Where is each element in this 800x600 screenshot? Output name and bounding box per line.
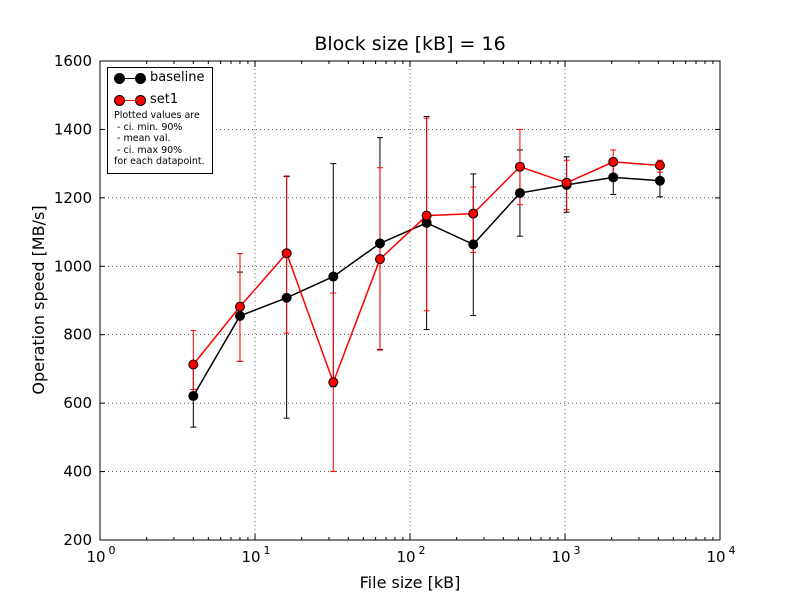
- y-tick-label: 600: [63, 394, 92, 412]
- data-point-set1: [468, 208, 479, 219]
- y-tick-label: 200: [63, 531, 92, 549]
- legend-line-set1: [114, 100, 146, 101]
- legend-marker-baseline: [135, 73, 146, 84]
- data-point-set1: [608, 156, 619, 167]
- x-tick-label: 10: [241, 548, 260, 566]
- data-point-baseline: [281, 292, 292, 303]
- x-tick-label-exponent: 2: [419, 544, 426, 557]
- data-point-set1: [561, 177, 572, 188]
- legend-item-baseline: baseline: [108, 69, 212, 89]
- x-tick-label: 10: [86, 548, 105, 566]
- data-point-baseline: [328, 271, 339, 282]
- data-point-set1: [654, 160, 665, 171]
- data-point-baseline: [234, 310, 245, 321]
- legend-marker-set1: [114, 95, 125, 106]
- x-tick-label-exponent: 4: [729, 544, 736, 557]
- data-point-baseline: [374, 238, 385, 249]
- legend-marker-baseline: [114, 73, 125, 84]
- data-point-set1: [234, 301, 245, 312]
- data-point-set1: [188, 359, 199, 370]
- x-tick-label: 10: [396, 548, 415, 566]
- legend-note: Plotted values are - ci. min. 90% - mean…: [114, 110, 205, 167]
- legend-line-baseline: [114, 78, 146, 79]
- legend-marker-set1: [135, 95, 146, 106]
- data-point-set1: [281, 248, 292, 259]
- x-tick-label: 10: [706, 548, 725, 566]
- x-tick-label-exponent: 3: [574, 544, 581, 557]
- legend-label-set1: set1: [150, 92, 179, 107]
- y-axis-label: Operation speed [MB/s]: [29, 205, 48, 394]
- y-tick-label: 800: [63, 326, 92, 344]
- data-point-set1: [374, 254, 385, 265]
- y-tick-label: 1000: [54, 257, 92, 275]
- error-bars: [190, 115, 663, 473]
- y-tick-label: 1400: [54, 120, 92, 138]
- data-point-set1: [421, 210, 432, 221]
- legend: baseline set1 Plotted values are - ci. m…: [107, 67, 213, 174]
- y-tick-label: 1600: [54, 52, 92, 70]
- x-tick-label-exponent: 1: [264, 544, 271, 557]
- chart-title: Block size [kB] = 16: [314, 33, 505, 55]
- y-tick-label: 400: [63, 463, 92, 481]
- data-points: [188, 156, 665, 401]
- data-point-baseline: [188, 390, 199, 401]
- data-point-baseline: [514, 188, 525, 199]
- axis-ticks: 200 400 600 800 1000 1200 1400 1600 10 0 10 1 10 2 10 3…: [54, 52, 736, 566]
- y-tick-label: 1200: [54, 189, 92, 207]
- legend-label-baseline: baseline: [150, 70, 205, 85]
- x-axis-label: File size [kB]: [360, 573, 461, 592]
- legend-item-set1: set1: [108, 91, 212, 111]
- data-point-baseline: [654, 175, 665, 186]
- x-tick-label-exponent: 0: [109, 544, 116, 557]
- data-point-baseline: [468, 239, 479, 250]
- data-point-baseline: [608, 172, 619, 183]
- x-tick-label: 10: [551, 548, 570, 566]
- grid: [100, 61, 720, 540]
- data-point-set1: [514, 161, 525, 172]
- data-point-set1: [328, 377, 339, 388]
